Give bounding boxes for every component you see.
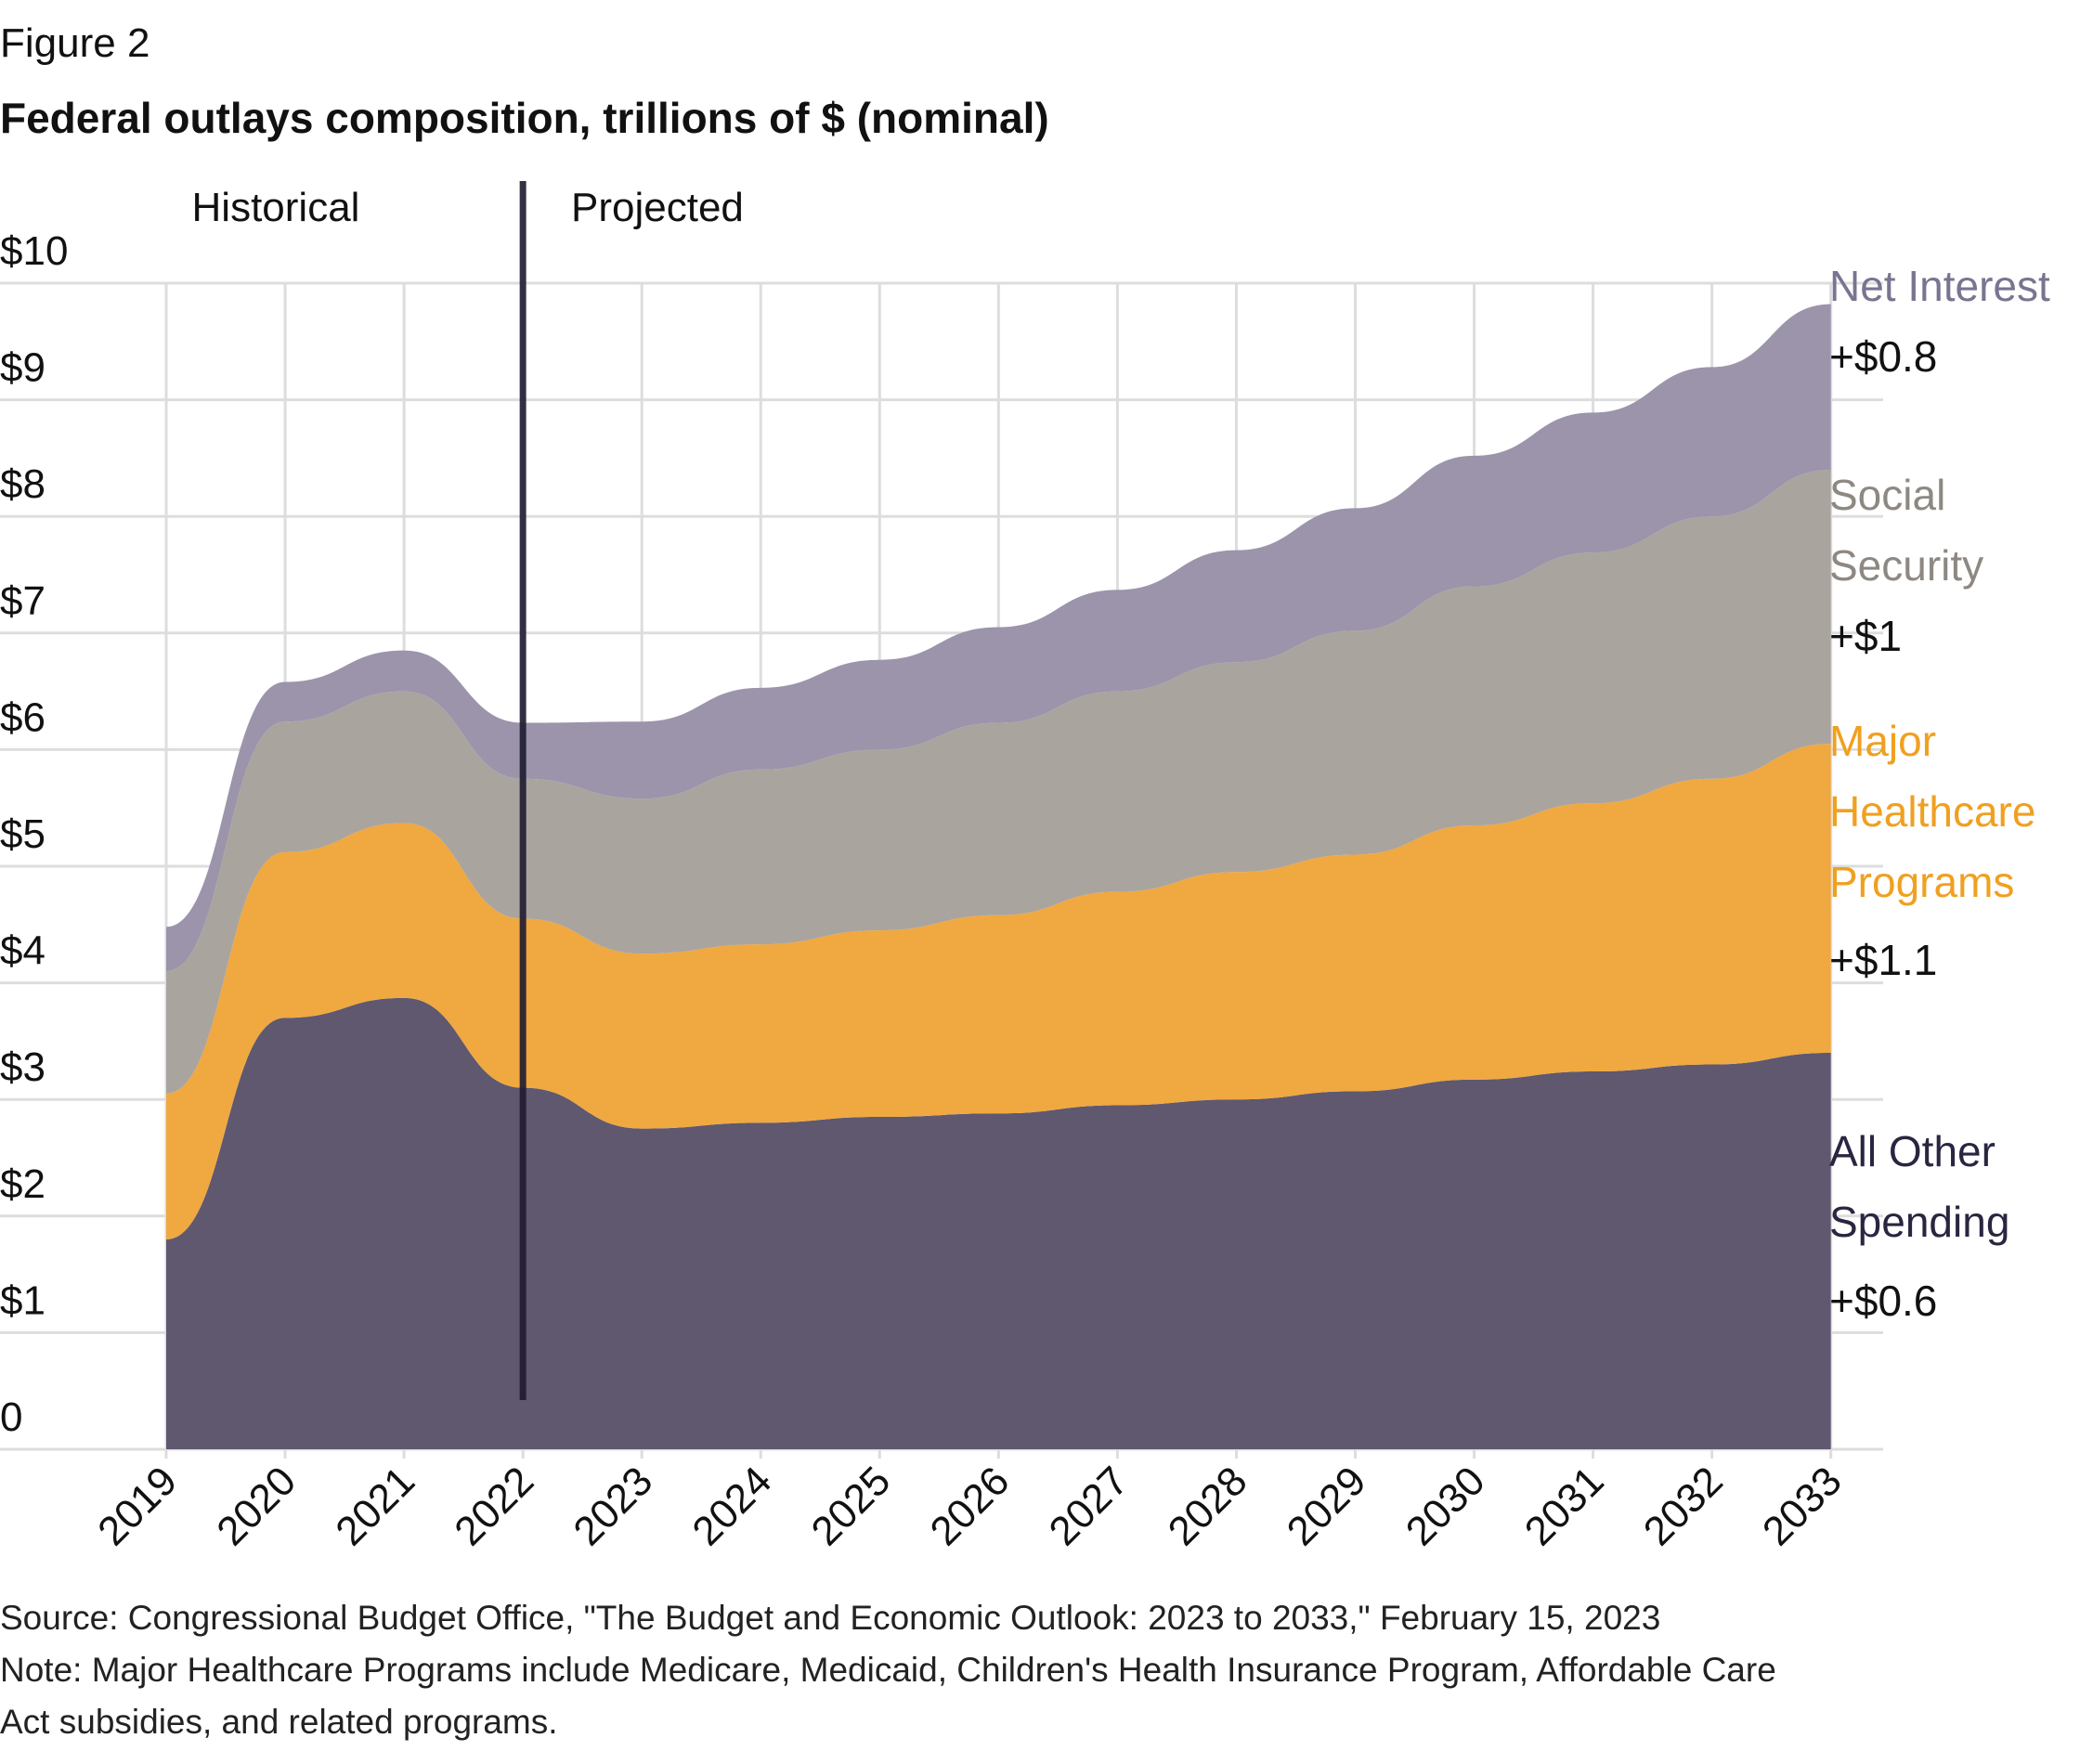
series-name-major-healthcare: Major	[1829, 717, 1936, 765]
area-social-security	[166, 469, 1831, 1094]
series-name-major-healthcare: Healthcare	[1829, 787, 2035, 836]
y-tick-label: $10	[0, 228, 68, 274]
series-name-all-other: Spending	[1829, 1198, 2009, 1246]
area-net-interest	[166, 304, 1831, 972]
projected-label: Projected	[571, 185, 744, 230]
area-major-healthcare-programs	[166, 744, 1831, 1239]
series-name-social-security: Security	[1829, 541, 1983, 590]
note-line-1: Note: Major Healthcare Programs include …	[0, 1651, 1776, 1689]
y-tick-label: 0	[0, 1394, 22, 1440]
series-name-net-interest: Net Interest	[1829, 262, 2050, 310]
x-tick-label: 2030	[1398, 1458, 1494, 1554]
y-axis: 0 $1 $2 $3 $4 $5 $6 $7 $8 $9 $10	[0, 228, 68, 1440]
y-tick-label: $3	[0, 1044, 46, 1090]
area-layers	[166, 304, 1831, 1449]
note-line-2: Act subsidies, and related programs.	[0, 1703, 558, 1741]
x-tick-label: 2031	[1516, 1458, 1613, 1554]
x-axis: 2019 2020 2021 2022 2023 2024 2025 2026 2027 2028…	[89, 1458, 1851, 1554]
y-tick-label: $1	[0, 1278, 46, 1323]
change-major-healthcare: +$1.1	[1829, 936, 1937, 984]
x-tick-label: 2029	[1279, 1458, 1375, 1554]
change-net-interest: +$0.8	[1829, 332, 1937, 381]
figure-label: Figure 2	[0, 20, 150, 66]
historical-projected-divider: Historical Projected	[192, 181, 744, 1400]
series-name-social-security: Social	[1829, 471, 1945, 519]
y-tick-label: $5	[0, 811, 46, 857]
x-tick-label: 2025	[803, 1458, 900, 1554]
x-tick-label: 2023	[565, 1458, 661, 1554]
x-tick-label: 2032	[1635, 1458, 1732, 1554]
change-all-other: +$0.6	[1829, 1277, 1937, 1325]
chart-title: Federal outlays composition, trillions o…	[0, 94, 1049, 142]
historical-label: Historical	[192, 185, 360, 230]
y-tick-label: $9	[0, 345, 46, 391]
y-tick-label: $2	[0, 1161, 46, 1207]
change-social-security: +$1	[1829, 612, 1902, 660]
series-name-major-healthcare: Programs	[1829, 858, 2014, 906]
y-tick-label: $8	[0, 461, 46, 507]
x-tick-label: 2022	[446, 1458, 542, 1554]
x-tick-label: 2021	[327, 1458, 423, 1554]
x-tick-label: 2020	[208, 1458, 305, 1554]
y-tick-label: $6	[0, 694, 46, 740]
stacked-area-chart: Historical Projected 0 $1 $2 $3 $4 $5 $6 $7 $8 $9 $…	[0, 181, 2050, 1554]
source-note: Source: Congressional Budget Office, "Th…	[0, 1599, 1661, 1637]
x-tick-label: 2028	[1160, 1458, 1256, 1554]
x-tick-label: 2019	[89, 1458, 186, 1554]
y-tick-label: $7	[0, 578, 46, 624]
x-tick-label: 2027	[1041, 1458, 1138, 1554]
y-tick-label: $4	[0, 928, 46, 974]
x-tick-label: 2026	[922, 1458, 1019, 1554]
series-labels: Net Interest +$0.8 Social Security +$1 Major H…	[1829, 262, 2050, 1325]
area-all-other-spending	[166, 997, 1831, 1449]
series-name-all-other: All Other	[1829, 1127, 1996, 1175]
x-tick-label: 2024	[683, 1458, 780, 1554]
x-tick-label: 2033	[1754, 1458, 1851, 1554]
